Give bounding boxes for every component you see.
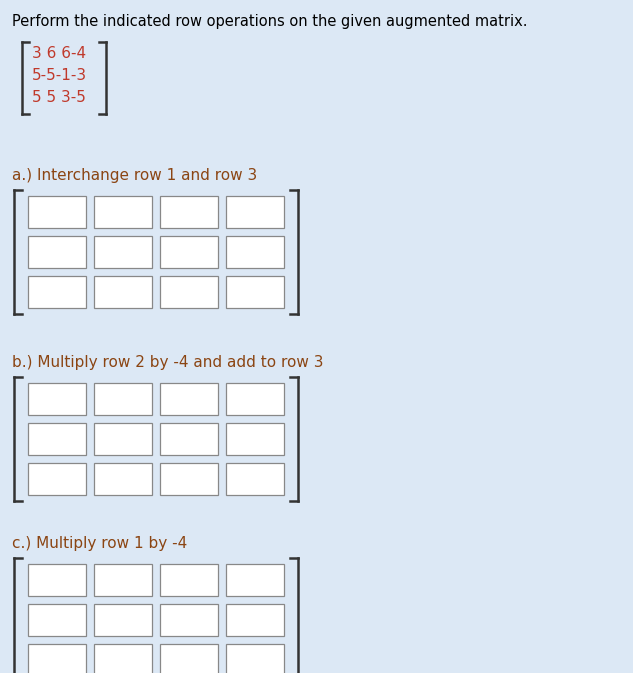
Bar [28,276,86,308]
Bar [226,463,284,495]
Bar [28,423,86,455]
Bar [94,463,152,495]
Bar [226,564,284,596]
Bar [28,564,86,596]
Bar [94,196,152,228]
Text: b.) Multiply row 2 by -4 and add to row 3: b.) Multiply row 2 by -4 and add to row … [12,355,323,370]
Text: 3 6 6-4: 3 6 6-4 [32,46,86,61]
Bar [160,423,218,455]
Bar [94,236,152,268]
Bar [160,644,218,673]
Bar [160,236,218,268]
Bar [28,383,86,415]
Bar [28,604,86,636]
Bar [226,644,284,673]
Text: Perform the indicated row operations on the given augmented matrix.: Perform the indicated row operations on … [12,14,527,29]
Bar [94,276,152,308]
Bar [28,644,86,673]
Bar [28,463,86,495]
Text: 5 5 3-5: 5 5 3-5 [32,90,86,105]
Bar [226,196,284,228]
Bar [160,196,218,228]
Bar [94,644,152,673]
Bar [94,564,152,596]
Bar [160,383,218,415]
Bar [160,463,218,495]
Bar [226,276,284,308]
Bar [28,196,86,228]
Bar [226,383,284,415]
Bar [28,236,86,268]
Text: c.) Multiply row 1 by -4: c.) Multiply row 1 by -4 [12,536,187,551]
Bar [94,383,152,415]
Bar [226,423,284,455]
Bar [160,604,218,636]
Bar [226,236,284,268]
Text: 5-5-1-3: 5-5-1-3 [32,68,87,83]
Bar [160,276,218,308]
Bar [226,604,284,636]
Text: a.) Interchange row 1 and row 3: a.) Interchange row 1 and row 3 [12,168,257,183]
Bar [94,604,152,636]
Bar [160,564,218,596]
Bar [94,423,152,455]
